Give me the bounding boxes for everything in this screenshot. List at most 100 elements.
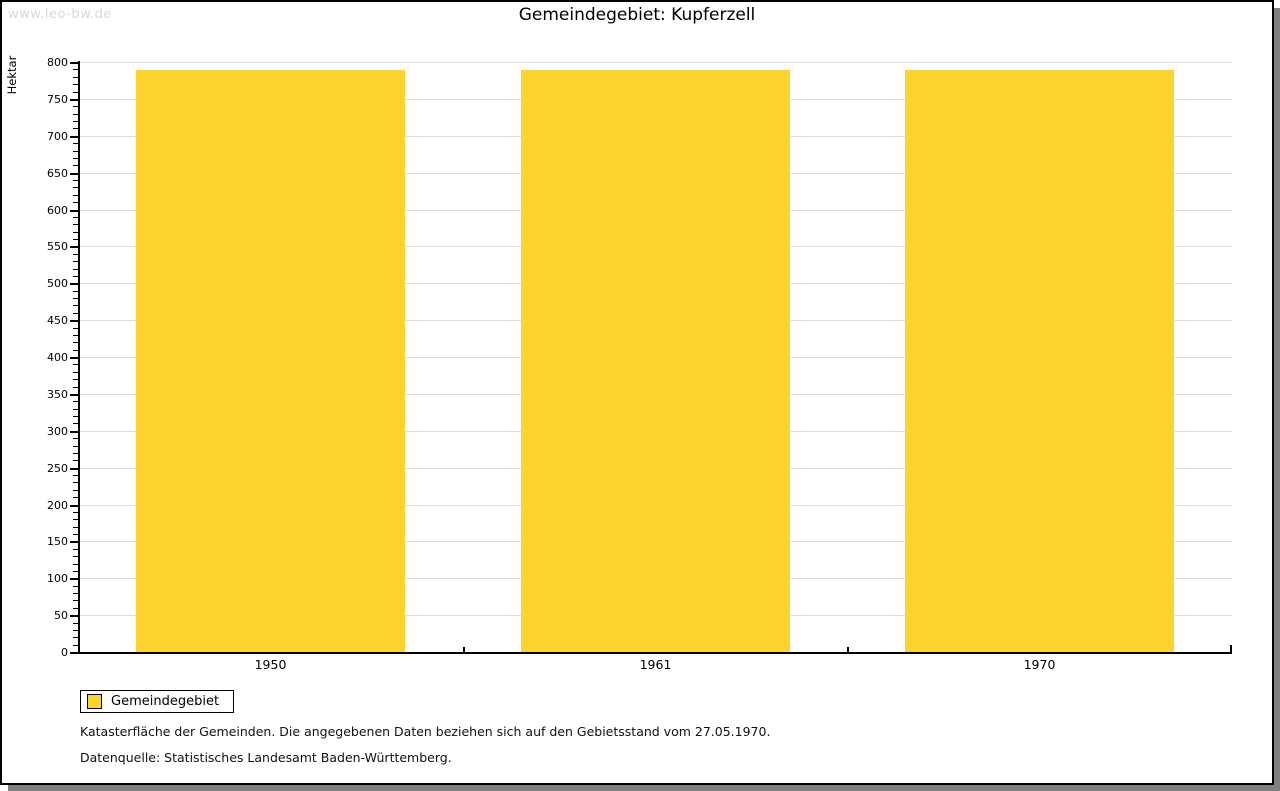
- y-minor-tick: [73, 379, 78, 380]
- y-major-tick: [70, 505, 78, 507]
- y-minor-tick: [73, 158, 78, 159]
- y-major-tick: [70, 357, 78, 359]
- y-minor-tick: [73, 637, 78, 638]
- y-minor-tick: [73, 372, 78, 373]
- x-tick-label: 1950: [254, 657, 287, 672]
- y-minor-tick: [73, 475, 78, 476]
- bar-1970: [905, 70, 1174, 652]
- y-minor-tick: [73, 453, 78, 454]
- y-major-tick: [70, 652, 78, 654]
- y-minor-tick: [73, 409, 78, 410]
- bar-chart-plot: 0 50 100 150 200 250 300 350 400 450 500 550 600 650 7…: [2, 2, 1272, 783]
- y-tick-label: 300: [47, 425, 68, 438]
- y-minor-tick: [73, 187, 78, 188]
- y-tick-label: 450: [47, 314, 68, 327]
- x-axis-line: [78, 652, 1232, 654]
- y-minor-tick: [73, 534, 78, 535]
- y-minor-tick: [73, 387, 78, 388]
- y-tick-label: 200: [47, 499, 68, 512]
- x-tick-label: 1970: [1023, 657, 1056, 672]
- y-tick-label: 100: [47, 572, 68, 585]
- y-major-tick: [70, 99, 78, 101]
- y-minor-tick: [73, 623, 78, 624]
- y-minor-tick: [73, 180, 78, 181]
- x-end-tick: [1230, 645, 1232, 652]
- x-tick-label: 1961: [639, 657, 672, 672]
- y-minor-tick: [73, 217, 78, 218]
- legend-label: Gemeindegebiet: [111, 694, 220, 709]
- y-minor-tick: [73, 232, 78, 233]
- bar-1961: [521, 70, 790, 652]
- y-tick-label: 600: [47, 204, 68, 217]
- y-gridline: [80, 62, 1232, 63]
- y-minor-tick: [73, 527, 78, 528]
- y-minor-tick: [73, 165, 78, 166]
- x-boundary-tick: [847, 647, 849, 652]
- y-major-tick: [70, 210, 78, 212]
- y-tick-label: 400: [47, 351, 68, 364]
- y-minor-tick: [73, 423, 78, 424]
- y-major-tick: [70, 578, 78, 580]
- y-major-tick: [70, 394, 78, 396]
- y-minor-tick: [73, 106, 78, 107]
- y-minor-tick: [73, 364, 78, 365]
- y-tick-label: 700: [47, 130, 68, 143]
- y-minor-tick: [73, 305, 78, 306]
- y-tick-label: 550: [47, 240, 68, 253]
- y-minor-tick: [73, 269, 78, 270]
- y-minor-tick: [73, 556, 78, 557]
- y-minor-tick: [73, 239, 78, 240]
- y-minor-tick: [73, 497, 78, 498]
- y-minor-tick: [73, 313, 78, 314]
- y-minor-tick: [73, 350, 78, 351]
- y-minor-tick: [73, 202, 78, 203]
- watermark: www.leo-bw.de: [8, 7, 112, 22]
- y-minor-tick: [73, 128, 78, 129]
- y-tick-label: 750: [47, 93, 68, 106]
- y-tick-label: 0: [61, 646, 68, 659]
- chart-title: Gemeindegebiet: Kupferzell: [518, 5, 756, 25]
- y-minor-tick: [73, 512, 78, 513]
- y-tick-label: 500: [47, 277, 68, 290]
- bar-1950: [136, 70, 405, 652]
- y-minor-tick: [73, 121, 78, 122]
- y-tick-label: 350: [47, 388, 68, 401]
- y-major-tick: [70, 615, 78, 617]
- y-minor-tick: [73, 254, 78, 255]
- y-minor-tick: [73, 593, 78, 594]
- y-major-tick: [70, 468, 78, 470]
- y-tick-label: 50: [54, 609, 68, 622]
- y-minor-tick: [73, 342, 78, 343]
- y-minor-tick: [73, 490, 78, 491]
- y-minor-tick: [73, 586, 78, 587]
- y-minor-tick: [73, 549, 78, 550]
- legend-color-swatch: [87, 694, 102, 709]
- y-minor-tick: [73, 608, 78, 609]
- y-axis-line: [78, 61, 80, 654]
- y-minor-tick: [73, 195, 78, 196]
- y-minor-tick: [73, 69, 78, 70]
- y-major-tick: [70, 320, 78, 322]
- y-major-tick: [70, 246, 78, 248]
- y-minor-tick: [73, 291, 78, 292]
- y-minor-tick: [73, 298, 78, 299]
- y-minor-tick: [73, 224, 78, 225]
- y-minor-tick: [73, 446, 78, 447]
- y-minor-tick: [73, 143, 78, 144]
- footnote-source-note: Katasterfläche der Gemeinden. Die angege…: [80, 724, 771, 739]
- y-minor-tick: [73, 571, 78, 572]
- y-tick-label: 250: [47, 462, 68, 475]
- y-minor-tick: [73, 630, 78, 631]
- y-tick-label: 800: [47, 56, 68, 69]
- y-major-tick: [70, 541, 78, 543]
- y-minor-tick: [73, 92, 78, 93]
- y-minor-tick: [73, 564, 78, 565]
- y-minor-tick: [73, 335, 78, 336]
- y-tick-label: 150: [47, 535, 68, 548]
- y-minor-tick: [73, 401, 78, 402]
- y-major-tick: [70, 136, 78, 138]
- y-minor-tick: [73, 416, 78, 417]
- y-tick-label: 650: [47, 167, 68, 180]
- y-major-tick: [70, 173, 78, 175]
- y-minor-tick: [73, 114, 78, 115]
